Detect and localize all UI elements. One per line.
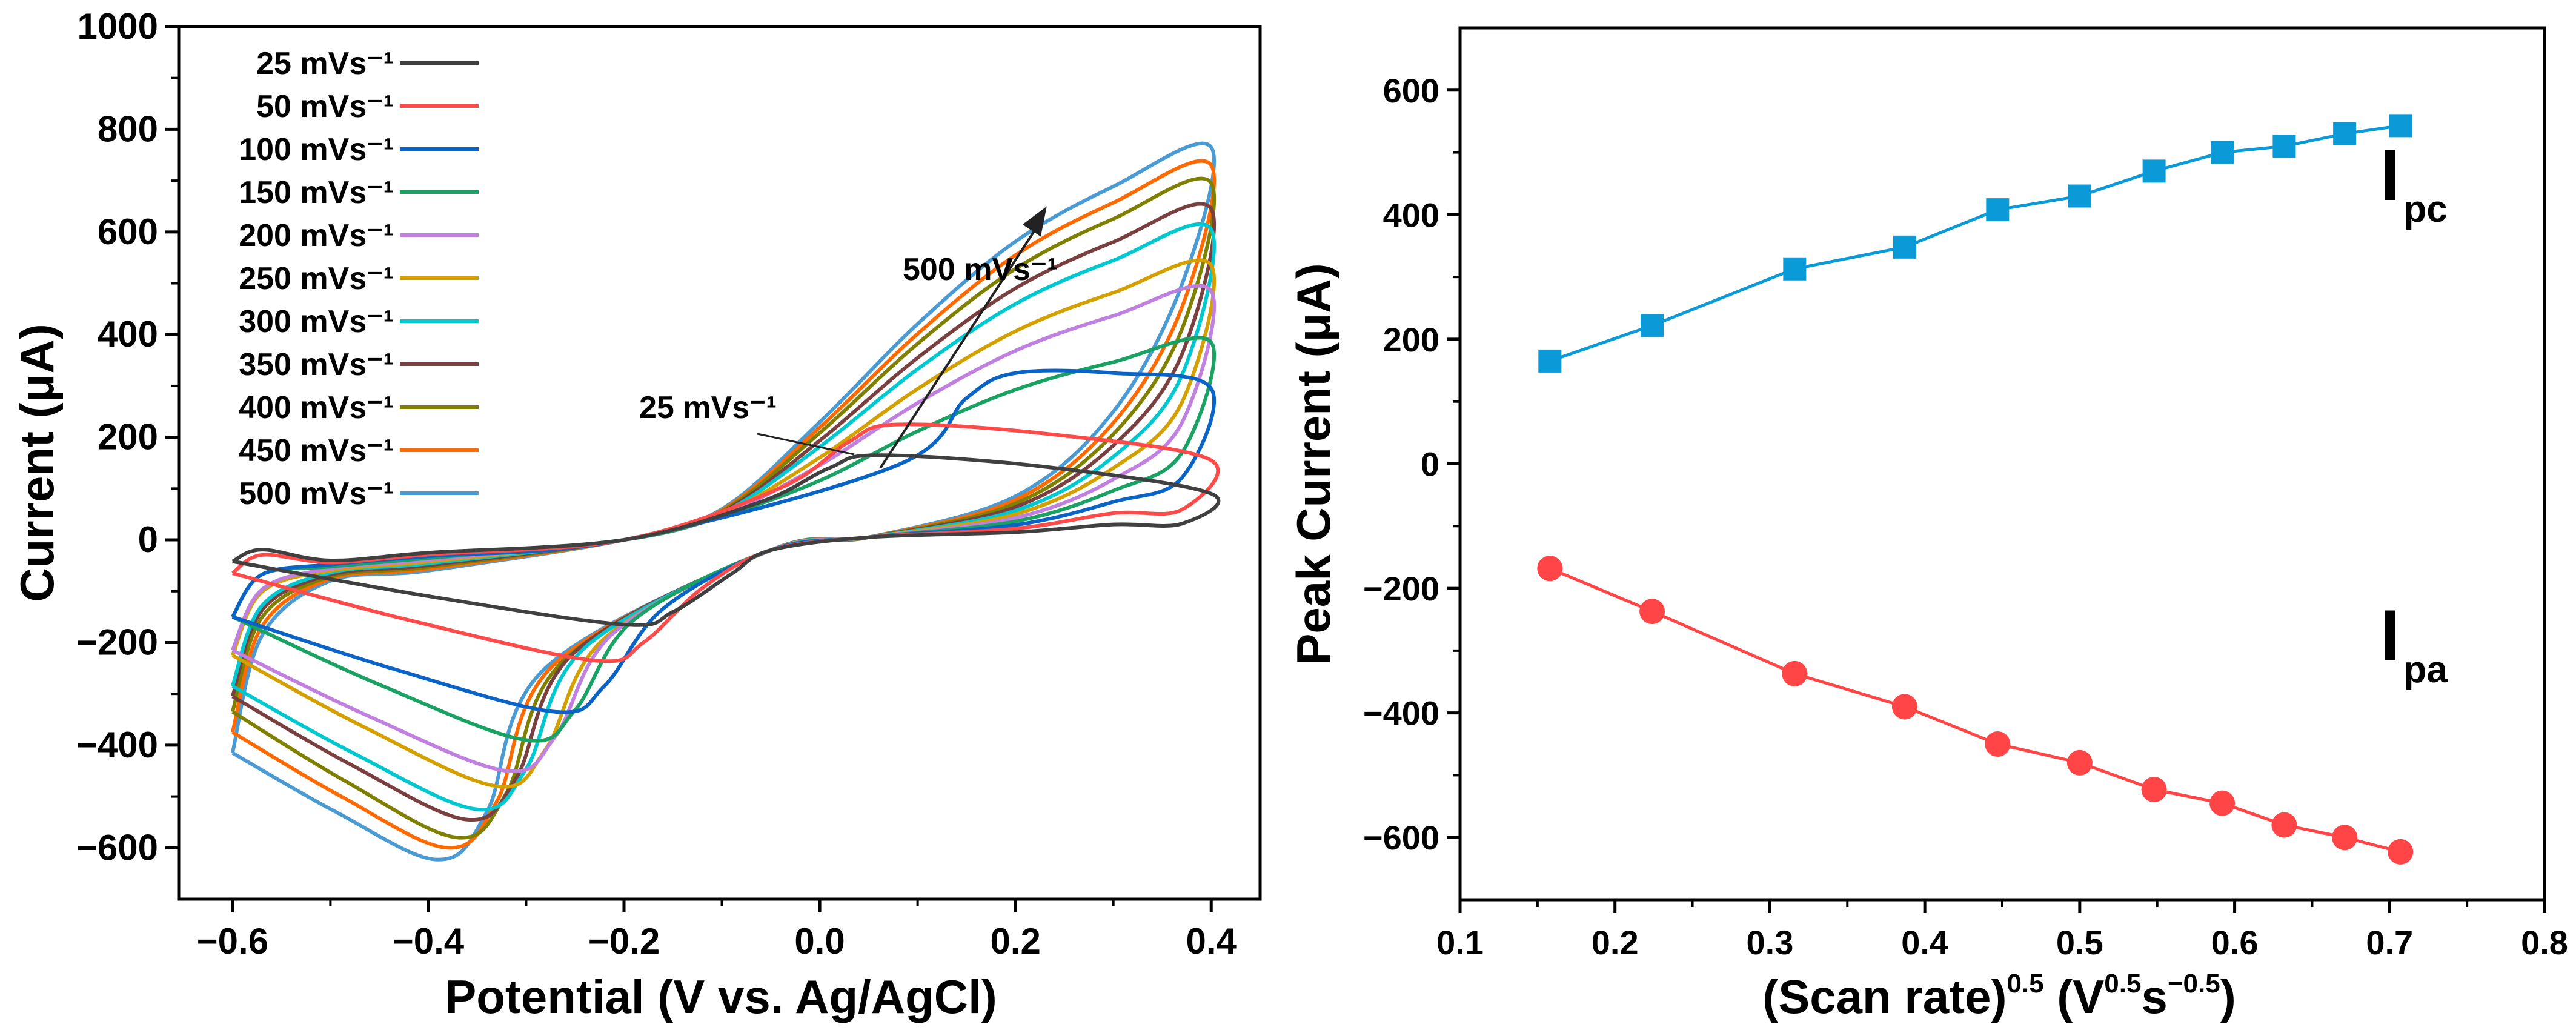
legend-label: 200 mVs⁻¹	[239, 218, 394, 253]
x-tick-label: 0.4	[1186, 921, 1237, 962]
ipc-marker	[1783, 257, 1807, 281]
x-tick-label: 0.3	[1746, 923, 1793, 962]
legend-label: 50 mVs⁻¹	[256, 89, 394, 124]
legend-label: 450 mVs⁻¹	[239, 433, 394, 468]
y-tick-label: 600	[98, 211, 158, 252]
cv-plot: −0.6 −0.4 −0.2 0.0 0.2 0.4 −600 −400 −200 0 200 400…	[10, 6, 1262, 1023]
y-tick-label: 200	[1383, 321, 1439, 359]
annotation-500: 500 mVs⁻¹	[903, 252, 1058, 287]
x-tick-label: 0.4	[1901, 923, 1948, 962]
y-tick-label: −600	[76, 827, 158, 868]
ipa-marker	[1891, 694, 1917, 720]
y-tick-label: 400	[1383, 196, 1439, 234]
ipa-marker	[2066, 749, 2093, 776]
legend-label: 25 mVs⁻¹	[256, 46, 394, 81]
plot-frame	[177, 25, 1262, 901]
ipa-marker	[2388, 839, 2414, 865]
x-axis-title-superscript: 0.5	[2007, 969, 2043, 998]
x-tick-label: 0.1	[1436, 923, 1484, 962]
y-tick-label: 1000	[78, 6, 158, 47]
y-axis-title: Current (μA)	[10, 324, 64, 602]
y-tick-label: −200	[1363, 570, 1439, 608]
y-tick-label: 200	[98, 417, 158, 457]
x-axis-title: (Scan rate)0.5 (V0.5s−0.5)	[1762, 969, 2236, 1023]
legend-label: 400 mVs⁻¹	[239, 390, 394, 425]
x-tick-label: 0.8	[2521, 923, 2568, 962]
ipc-label: Ipc	[2380, 135, 2448, 230]
x-tick-label: −0.2	[588, 921, 660, 962]
ipa-marker	[1537, 556, 1563, 582]
ipa-marker	[2332, 825, 2358, 851]
x-axis-title-part: s	[2141, 970, 2167, 1023]
x-tick-label: 0.5	[2056, 923, 2103, 962]
cv-curve	[231, 453, 1221, 627]
series-label-main: I	[2380, 595, 2400, 676]
annotation-25: 25 mVs⁻¹	[639, 390, 777, 425]
ipa-marker	[2141, 777, 2167, 803]
ipc-marker	[2211, 141, 2234, 164]
ipa-marker	[2271, 812, 2297, 838]
ipc-marker	[2272, 135, 2296, 158]
y-tick-label: −400	[76, 725, 158, 765]
x-axis-title-superscript: 0.5	[2104, 969, 2141, 998]
ipc-line	[1549, 124, 2401, 363]
x-axis-title-part: (V	[2044, 970, 2105, 1023]
ipa-line	[1549, 566, 2401, 854]
ipa-marker	[2209, 790, 2236, 816]
x-tick-label: 0.7	[2366, 923, 2413, 962]
y-tick-label: 400	[98, 314, 158, 354]
x-tick-label: 0.2	[1592, 923, 1639, 962]
y-tick-label: −200	[76, 622, 158, 662]
x-axis-title-superscript: −0.5	[2168, 969, 2220, 998]
legend-label: 300 mVs⁻¹	[239, 304, 394, 339]
legend-label: 350 mVs⁻¹	[239, 347, 394, 382]
x-tick-label: 0.2	[990, 921, 1040, 962]
ipa-label: Ipa	[2380, 595, 2448, 691]
ipc-marker	[1893, 235, 1916, 259]
trend-arrow-head	[1022, 206, 1047, 237]
y-tick-label: −400	[1363, 694, 1439, 733]
x-tick-label: −0.4	[393, 921, 465, 962]
ipa-marker	[1782, 660, 1808, 686]
legend-label: 100 mVs⁻¹	[239, 132, 394, 167]
cv-curve	[231, 368, 1216, 714]
legend-label: 250 mVs⁻¹	[239, 261, 394, 296]
y-tick-label: 0	[1421, 445, 1439, 483]
ipa-marker	[1639, 599, 1665, 625]
y-axis-title: Peak Current (μA)	[1287, 263, 1340, 665]
ipc-marker	[2389, 114, 2412, 138]
series-label-main: I	[2380, 135, 2400, 216]
annotation-25-pointer	[757, 433, 855, 456]
x-axis-title: Potential (V vs. Ag/AgCl)	[445, 970, 997, 1023]
ipc-marker	[2068, 184, 2091, 208]
ipa-marker	[1985, 731, 2011, 757]
peak-current-plot: 0.1 0.2 0.3 0.4 0.5 0.6 0.7 0.8 −600 −400 −200 0 200…	[1287, 26, 2568, 1023]
ipc-marker	[2333, 122, 2357, 145]
y-tick-label: 800	[98, 108, 158, 149]
x-axis-title-part: )	[2220, 970, 2236, 1023]
trend-arrow-line	[879, 226, 1038, 469]
ipc-marker	[2142, 159, 2166, 183]
legend-label: 150 mVs⁻¹	[239, 175, 394, 210]
legend-label: 500 mVs⁻¹	[239, 476, 394, 511]
y-tick-label: 0	[138, 519, 158, 560]
y-tick-label: 600	[1383, 71, 1439, 110]
series-label-subscript: pa	[2403, 649, 2448, 691]
y-tick-label: −600	[1363, 819, 1439, 857]
x-tick-label: 0.0	[794, 921, 845, 962]
x-tick-label: 0.6	[2211, 923, 2259, 962]
ipc-marker	[1641, 314, 1664, 337]
x-axis-title-part: (Scan rate)	[1762, 970, 2007, 1023]
x-tick-label: −0.6	[197, 921, 268, 962]
ipc-marker	[1986, 198, 2010, 222]
ipc-marker	[1538, 349, 1562, 373]
series-label-subscript: pc	[2403, 188, 2447, 230]
